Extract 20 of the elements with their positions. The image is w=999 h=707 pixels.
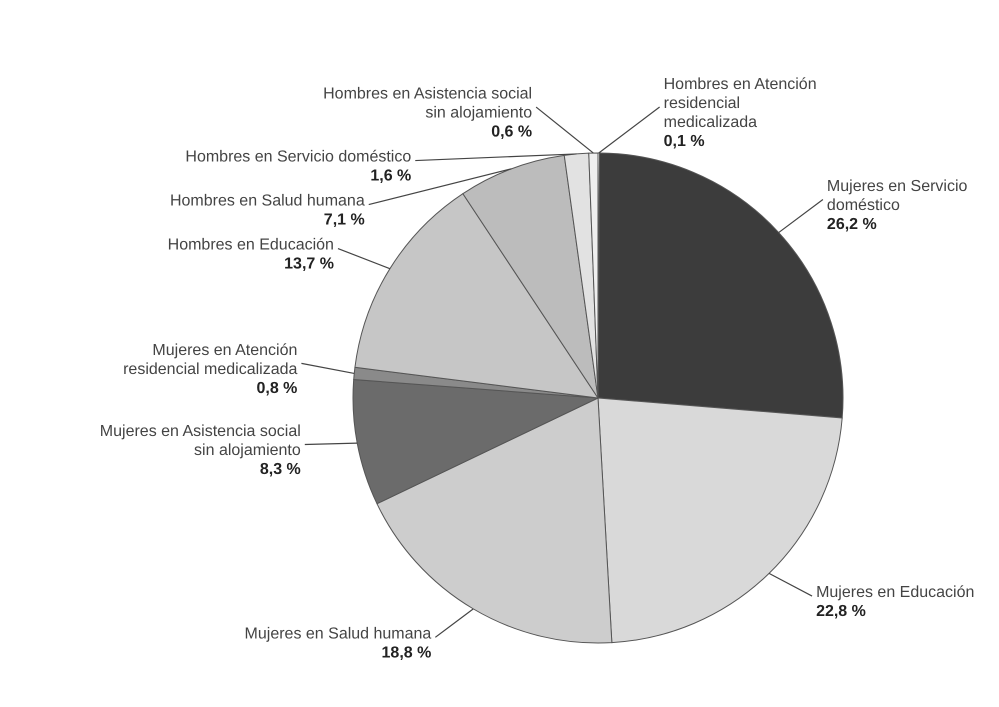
data-label: 0,1 %	[664, 133, 705, 150]
data-label: 0,6 %	[491, 124, 532, 141]
slice-label: Mujeres en Salud humana	[244, 625, 432, 642]
slice-label: Hombres en Salud humana	[170, 192, 365, 210]
slice-label: Mujeres en Atención residencial medicalizada	[123, 342, 298, 378]
slice-label: Mujeres en Educación	[816, 584, 974, 602]
data-label: 18,8 %	[382, 644, 432, 662]
data-label: 1,6 %	[370, 168, 412, 185]
slice-label: Hombres en Atención residencial medicalizada	[664, 76, 817, 131]
slice-label: Mujeres en Asistencia social sin alojamiento	[100, 423, 301, 460]
slice-label: Hombres en Servicio doméstico	[185, 148, 412, 166]
data-label: 8,3 %	[260, 461, 301, 478]
data-label: 7,1 %	[324, 212, 365, 229]
slice-label: Hombres en Asistencia social sin alojamiento	[323, 86, 532, 122]
data-label: 26,2 %	[826, 216, 877, 234]
data-label: 0,8 %	[256, 380, 298, 397]
slice-label: Hombres en Educación	[168, 236, 334, 254]
slice-label: Mujeres en Servicio doméstico	[826, 178, 968, 214]
data-label: 13,7 %	[284, 256, 334, 273]
data-label: 22,8 %	[816, 603, 866, 620]
